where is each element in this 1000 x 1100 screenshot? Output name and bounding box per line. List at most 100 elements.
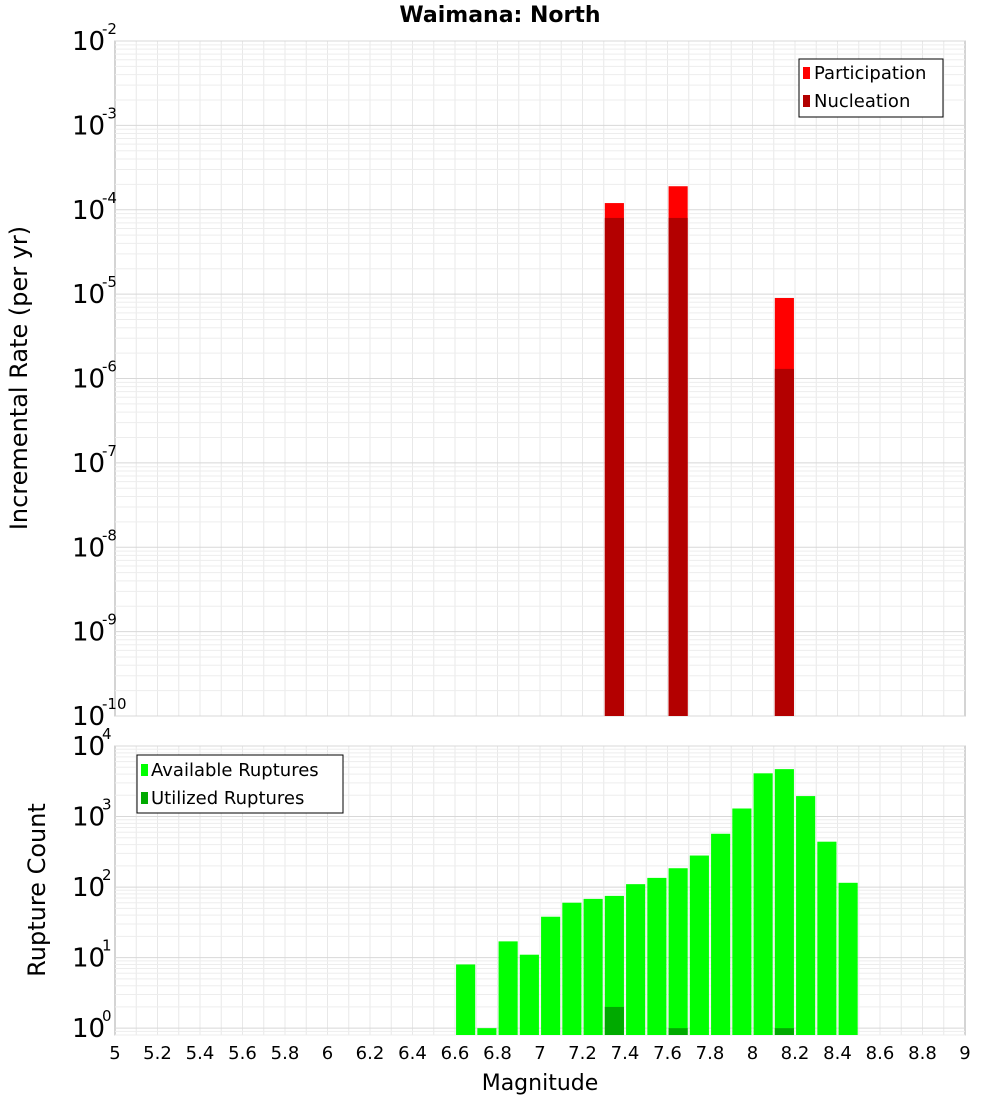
magnitude-tick-label: 7 xyxy=(534,1043,545,1064)
count-bar-available-ruptures xyxy=(583,898,603,1035)
magnitude-tick-label: 5.6 xyxy=(228,1043,257,1064)
count-legend: Available Ruptures Utilized Ruptures xyxy=(136,754,344,814)
count-y-tick-base: 10 xyxy=(72,873,105,903)
count-y-tick-label: 103 xyxy=(72,796,112,833)
rate-grid xyxy=(115,40,965,717)
count-bar-available-ruptures xyxy=(796,796,816,1035)
magnitude-tick-label: 7.8 xyxy=(696,1043,725,1064)
count-y-tick-exponent: 4 xyxy=(102,725,112,743)
rate-y-tick-base: 10 xyxy=(72,449,105,479)
count-y-tick-exponent: 0 xyxy=(102,1007,112,1025)
magnitude-tick-label: 6.8 xyxy=(483,1043,512,1064)
count-bar-available-ruptures xyxy=(668,868,688,1035)
magnitude-tick-label: 8.4 xyxy=(823,1043,852,1064)
magnitude-tick-label: 5 xyxy=(109,1043,120,1064)
rate-y-tick-exponent: -9 xyxy=(102,611,117,629)
magnitude-tick-label: 8.6 xyxy=(866,1043,895,1064)
chart-title: Waimana: North xyxy=(399,3,600,28)
rate-y-tick-exponent: -6 xyxy=(102,358,117,376)
count-bar-available-ruptures xyxy=(838,882,858,1035)
magnitude-tick-label: 8 xyxy=(747,1043,758,1064)
magnitude-tick-label: 6 xyxy=(322,1043,333,1064)
magnitude-tick-label: 6.4 xyxy=(398,1043,427,1064)
nucleation-legend-swatch xyxy=(803,95,810,107)
rate-y-tick-label: 10-7 xyxy=(72,442,117,479)
rate-y-tick-base: 10 xyxy=(72,533,105,563)
rate-y-tick-base: 10 xyxy=(72,27,105,57)
rate-y-tick-exponent: -4 xyxy=(102,189,117,207)
rate-y-tick-exponent: -2 xyxy=(102,20,117,38)
utilized-legend-swatch xyxy=(141,792,148,804)
count-bar-utilized-ruptures xyxy=(668,1028,688,1035)
count-y-tick-exponent: 3 xyxy=(102,796,112,814)
rate-y-tick-label: 10-6 xyxy=(72,358,117,395)
magnitude-tick-label: 5.4 xyxy=(186,1043,215,1064)
utilized-legend-label: Utilized Ruptures xyxy=(151,788,304,809)
count-y-axis-label: Rupture Count xyxy=(23,803,51,977)
rate-y-tick-label: 10-4 xyxy=(72,189,117,226)
rate-y-tick-exponent: -7 xyxy=(102,442,117,460)
rate-y-tick-base: 10 xyxy=(72,702,105,732)
rate-bar-nucleation xyxy=(668,217,688,716)
count-bar-available-ruptures xyxy=(562,902,582,1035)
count-bar-available-ruptures xyxy=(711,833,731,1035)
rate-bar-nucleation xyxy=(604,217,624,716)
count-y-tick-label: 102 xyxy=(72,866,112,903)
available-legend-label: Available Ruptures xyxy=(151,760,319,781)
rate-y-tick-label: 10-9 xyxy=(72,611,117,648)
count-bar-available-ruptures xyxy=(456,964,476,1035)
rate-y-tick-exponent: -10 xyxy=(102,695,127,713)
magnitude-tick-label: 8.8 xyxy=(908,1043,937,1064)
participation-legend-label: Participation xyxy=(814,63,926,84)
rate-y-tick-exponent: -5 xyxy=(102,273,117,291)
magnitude-tick-label: 7.4 xyxy=(611,1043,640,1064)
count-bar-available-ruptures xyxy=(732,808,752,1035)
rate-y-tick-label: 10-8 xyxy=(72,526,117,563)
count-bar-available-ruptures xyxy=(477,1028,497,1035)
count-legend-box xyxy=(136,754,344,814)
rate-y-tick-exponent: -8 xyxy=(102,526,117,544)
count-bar-available-ruptures xyxy=(519,954,539,1035)
count-y-tick-label: 100 xyxy=(72,1007,112,1044)
count-y-tick-exponent: 2 xyxy=(102,866,112,884)
participation-legend-swatch xyxy=(803,67,810,79)
rate-legend-box xyxy=(798,58,944,118)
count-bar-utilized-ruptures xyxy=(774,1028,794,1035)
rate-y-tick-label: 10-2 xyxy=(72,20,117,57)
count-bar-available-ruptures xyxy=(753,773,773,1035)
rate-y-tick-label: 10-3 xyxy=(72,104,117,141)
count-y-tick-exponent: 1 xyxy=(102,937,112,955)
magnitude-tick-label: 6.6 xyxy=(441,1043,470,1064)
rate-y-tick-exponent: -3 xyxy=(102,104,117,122)
magnitude-tick-label: 5.2 xyxy=(143,1043,172,1064)
x-axis-label: Magnitude xyxy=(482,1071,599,1096)
rate-y-tick-base: 10 xyxy=(72,365,105,395)
magnitude-tick-label: 8.2 xyxy=(781,1043,810,1064)
count-y-tick-label: 101 xyxy=(72,937,112,974)
magnitude-tick-label: 7.2 xyxy=(568,1043,597,1064)
count-y-tick-base: 10 xyxy=(72,803,105,833)
rate-y-tick-label: 10-10 xyxy=(72,695,127,732)
count-bar-available-ruptures xyxy=(774,769,794,1035)
count-bar-available-ruptures xyxy=(647,877,667,1035)
count-y-tick-base: 10 xyxy=(72,944,105,974)
count-bar-utilized-ruptures xyxy=(604,1006,624,1035)
nucleation-legend-label: Nucleation xyxy=(814,91,910,112)
rate-y-axis-label: Incremental Rate (per yr) xyxy=(5,226,33,530)
rate-y-tick-base: 10 xyxy=(72,280,105,310)
count-y-tick-base: 10 xyxy=(72,1014,105,1044)
rate-y-tick-base: 10 xyxy=(72,196,105,226)
rate-y-tick-base: 10 xyxy=(72,618,105,648)
count-y-tick-base: 10 xyxy=(72,732,105,762)
rate-bar-nucleation xyxy=(774,368,794,716)
rate-y-tick-label: 10-5 xyxy=(72,273,117,310)
count-y-tick-label: 104 xyxy=(72,725,112,762)
magnitude-tick-label: 9 xyxy=(959,1043,970,1064)
count-bar-available-ruptures xyxy=(541,916,561,1035)
rate-y-tick-base: 10 xyxy=(72,111,105,141)
